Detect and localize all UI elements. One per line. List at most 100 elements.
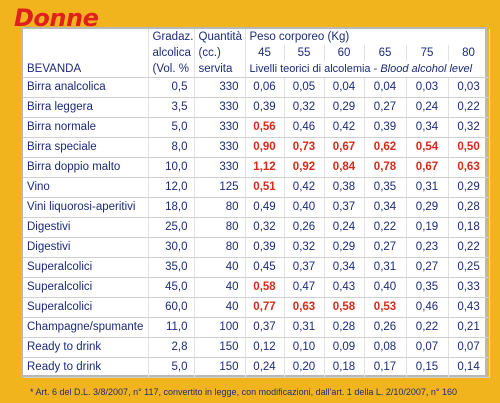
bac-value: 0,45	[245, 257, 285, 278]
bac-value: 0,33	[448, 277, 490, 298]
bac-value: 0,62	[364, 137, 407, 158]
bac-value: 0,40	[364, 277, 407, 298]
logo-donne: Donne	[14, 4, 99, 32]
serving-size: 40	[194, 277, 246, 298]
bac-value: 0,39	[245, 237, 285, 258]
bac-value: 0,24	[406, 97, 449, 118]
bac-value: 0,19	[406, 217, 449, 238]
drink-name: Vini liquorosi-aperitivi	[23, 197, 149, 218]
bac-value: 0,49	[245, 197, 285, 218]
bac-value: 0,37	[324, 197, 365, 218]
table-row: Champagne/spumante 11,0 100 0,37 0,31 0,28 0,2…	[23, 317, 490, 338]
grad-header-2: alcolica	[148, 45, 195, 61]
table-row: Digestivi 25,0 80 0,32 0,26 0,24 0,22 0,19 0,18	[23, 217, 490, 238]
bac-value: 0,03	[448, 77, 490, 98]
bac-value: 0,58	[245, 277, 285, 298]
bac-value: 0,37	[284, 257, 325, 278]
grad-header-3: (Vol. %	[148, 61, 195, 78]
bac-value: 0,22	[448, 237, 490, 258]
bac-value: 0,32	[245, 217, 285, 238]
bac-value: 0,06	[245, 77, 285, 98]
bac-value: 0,28	[448, 197, 490, 218]
alcohol-table: Gradaz. Quantità Peso corporeo (Kg) alco…	[23, 29, 490, 378]
alcohol-percent: 0,5	[148, 77, 195, 98]
alcohol-percent: 60,0	[148, 297, 195, 318]
bac-value: 0,38	[324, 177, 365, 198]
footnote: * Art. 6 del D.L. 3/8/2007, n° 117, conv…	[30, 387, 458, 397]
weight-80: 80	[448, 45, 490, 61]
bac-value: 0,42	[284, 177, 325, 198]
bac-value: 0,32	[284, 97, 325, 118]
serving-size: 100	[194, 317, 246, 338]
alcohol-percent: 2,8	[148, 337, 195, 358]
peso-header: Peso corporeo (Kg)	[245, 29, 490, 45]
table-row: Superalcolici 45,0 40 0,58 0,47 0,43 0,40 0,35 0…	[23, 277, 490, 298]
bac-value: 0,26	[284, 217, 325, 238]
bac-value: 0,12	[245, 337, 285, 358]
alcohol-percent: 5,0	[148, 117, 195, 138]
drink-name: Birra normale	[23, 117, 149, 138]
alcohol-percent: 35,0	[148, 257, 195, 278]
drink-name: Ready to drink	[23, 357, 149, 378]
bac-value: 1,12	[245, 157, 285, 178]
bac-value: 0,53	[364, 297, 407, 318]
bac-value: 0,34	[406, 117, 449, 138]
bac-value: 0,34	[364, 197, 407, 218]
qty-header-3: servita	[194, 61, 246, 78]
table-row: Birra doppio malto 10,0 330 1,12 0,92 0,84 0,7…	[23, 157, 490, 178]
drink-name: Digestivi	[23, 217, 149, 238]
serving-size: 80	[194, 197, 246, 218]
bac-value: 0,07	[448, 337, 490, 358]
bac-value: 0,34	[324, 257, 365, 278]
bac-value: 0,39	[245, 97, 285, 118]
alcohol-percent: 30,0	[148, 237, 195, 258]
serving-size: 330	[194, 117, 246, 138]
bac-value: 0,21	[448, 317, 490, 338]
serving-size: 330	[194, 97, 246, 118]
bevanda-header: BEVANDA	[23, 61, 149, 78]
bac-value: 0,84	[324, 157, 365, 178]
serving-size: 40	[194, 297, 246, 318]
table-row: Birra speciale 8,0 330 0,90 0,73 0,67 0,62 0,54…	[23, 137, 490, 158]
bac-value: 0,31	[284, 317, 325, 338]
serving-size: 330	[194, 137, 246, 158]
bac-value: 0,90	[245, 137, 285, 158]
bac-value: 0,73	[284, 137, 325, 158]
bac-value: 0,10	[284, 337, 325, 358]
bac-value: 0,14	[448, 357, 490, 378]
table-row: Digestivi 30,0 80 0,39 0,32 0,29 0,27 0,23 0,22	[23, 237, 490, 258]
bac-value: 0,92	[284, 157, 325, 178]
table-row: Superalcolici 35,0 40 0,45 0,37 0,34 0,31 0,27 0…	[23, 257, 490, 278]
bac-value: 0,29	[324, 97, 365, 118]
weight-65: 65	[364, 45, 407, 61]
bac-value: 0,15	[406, 357, 449, 378]
bac-value: 0,24	[324, 217, 365, 238]
serving-size: 150	[194, 357, 246, 378]
weight-60: 60	[324, 45, 365, 61]
bac-value: 0,63	[448, 157, 490, 178]
bac-value: 0,35	[406, 277, 449, 298]
alcohol-percent: 8,0	[148, 137, 195, 158]
qty-header-1: Quantità	[194, 29, 246, 45]
drink-name: Superalcolici	[23, 277, 149, 298]
livelli-header: Livelli teorici di alcolemia - Blood alc…	[245, 61, 490, 78]
bac-value: 0,58	[324, 297, 365, 318]
bac-value: 0,77	[245, 297, 285, 318]
drink-name: Birra doppio malto	[23, 157, 149, 178]
bac-value: 0,04	[324, 77, 365, 98]
alcohol-percent: 10,0	[148, 157, 195, 178]
bac-value: 0,56	[245, 117, 285, 138]
weight-55: 55	[284, 45, 325, 61]
alcohol-percent: 18,0	[148, 197, 195, 218]
bac-value: 0,22	[448, 97, 490, 118]
bac-value: 0,27	[364, 237, 407, 258]
table-row: Birra analcolica 0,5 330 0,06 0,05 0,04 0,04 0,…	[23, 77, 490, 98]
bac-value: 0,17	[364, 357, 407, 378]
bac-value: 0,28	[324, 317, 365, 338]
bac-value: 0,32	[284, 237, 325, 258]
bac-value: 0,25	[448, 257, 490, 278]
drink-name: Birra leggera	[23, 97, 149, 118]
bac-value: 0,32	[448, 117, 490, 138]
bac-value: 0,07	[406, 337, 449, 358]
bac-value: 0,29	[324, 237, 365, 258]
